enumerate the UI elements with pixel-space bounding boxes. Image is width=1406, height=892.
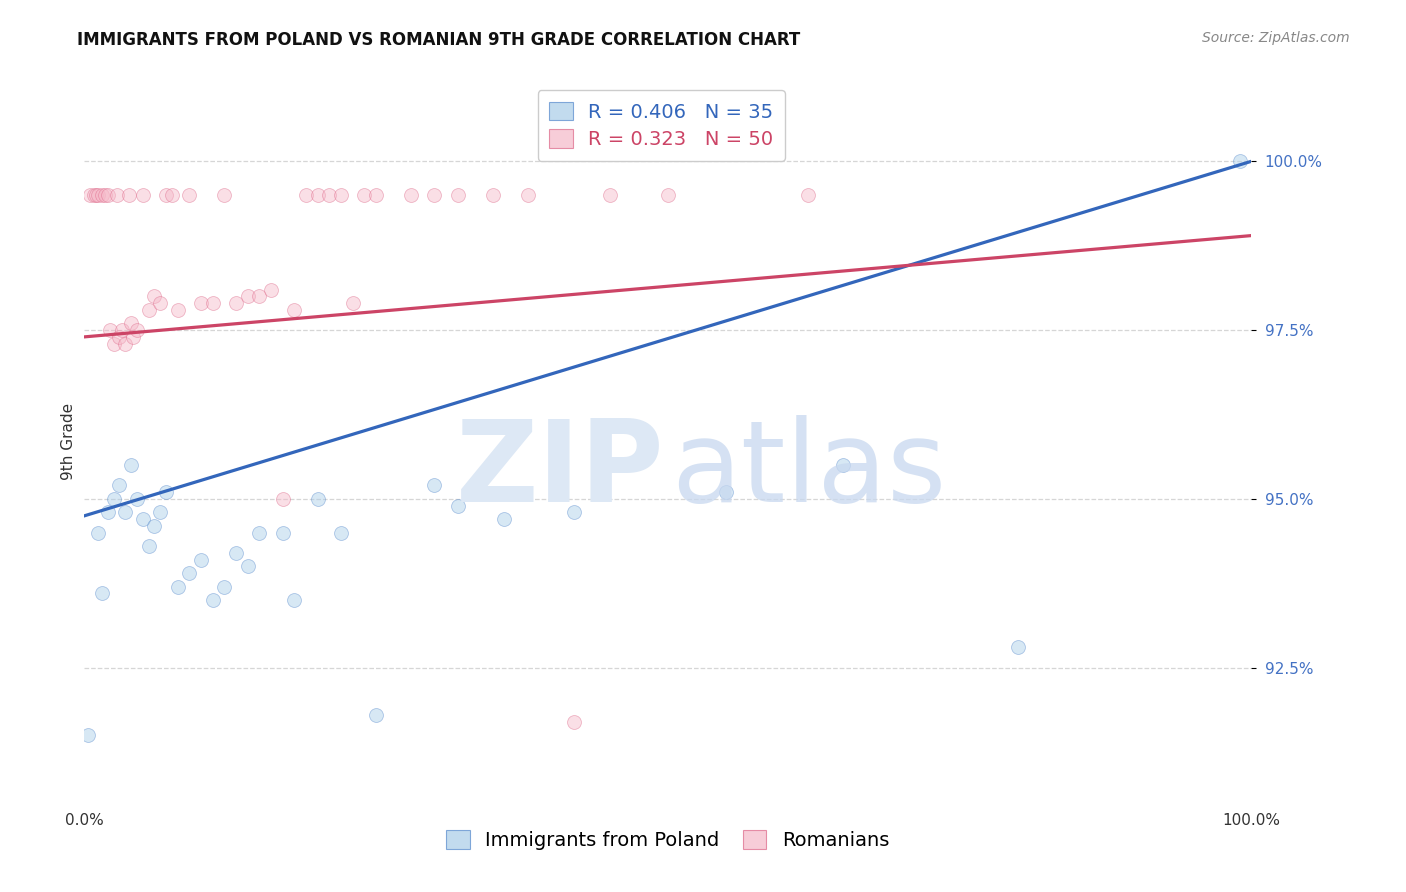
Point	[260, 283, 283, 297]
Point	[97, 188, 120, 202]
Point	[143, 519, 166, 533]
Point	[105, 188, 128, 202]
Point	[120, 458, 142, 472]
Point	[149, 505, 172, 519]
Point	[225, 296, 247, 310]
Point	[90, 586, 112, 600]
Point	[330, 188, 353, 202]
Point	[249, 525, 271, 540]
Point	[342, 296, 364, 310]
Point	[201, 296, 224, 310]
Point	[516, 188, 538, 202]
Text: atlas: atlas	[671, 415, 946, 526]
Point	[366, 188, 388, 202]
Point	[423, 478, 446, 492]
Point	[125, 323, 148, 337]
Point	[494, 512, 516, 526]
Y-axis label: 9th Grade: 9th Grade	[60, 403, 76, 480]
Point	[832, 458, 855, 472]
Point	[114, 505, 136, 519]
Point	[120, 317, 142, 331]
Point	[307, 491, 329, 506]
Point	[482, 188, 505, 202]
Point	[97, 505, 120, 519]
Point	[271, 491, 294, 506]
Point	[1007, 640, 1029, 655]
Point	[190, 296, 212, 310]
Text: IMMIGRANTS FROM POLAND VS ROMANIAN 9TH GRADE CORRELATION CHART: IMMIGRANTS FROM POLAND VS ROMANIAN 9TH G…	[77, 31, 800, 49]
Point	[103, 491, 125, 506]
Point	[122, 330, 145, 344]
Point	[564, 505, 586, 519]
Point	[90, 188, 112, 202]
Point	[143, 289, 166, 303]
Point	[447, 188, 470, 202]
Point	[83, 188, 105, 202]
Point	[214, 188, 236, 202]
Point	[138, 539, 160, 553]
Point	[236, 289, 259, 303]
Point	[94, 188, 117, 202]
Point	[138, 302, 160, 317]
Point	[76, 728, 98, 742]
Point	[353, 188, 375, 202]
Legend: Immigrants from Poland, Romanians: Immigrants from Poland, Romanians	[439, 822, 897, 858]
Point	[225, 546, 247, 560]
Point	[114, 336, 136, 351]
Point	[118, 188, 141, 202]
Point	[447, 499, 470, 513]
Point	[155, 485, 177, 500]
Point	[249, 289, 271, 303]
Point	[190, 552, 212, 566]
Point	[236, 559, 259, 574]
Point	[283, 593, 305, 607]
Point	[166, 580, 188, 594]
Text: ZIP: ZIP	[456, 415, 665, 526]
Point	[98, 323, 121, 337]
Point	[330, 525, 353, 540]
Point	[399, 188, 422, 202]
Point	[657, 188, 679, 202]
Point	[271, 525, 294, 540]
Point	[564, 714, 586, 729]
Point	[318, 188, 340, 202]
Point	[149, 296, 172, 310]
Point	[283, 302, 305, 317]
Point	[79, 188, 101, 202]
Point	[599, 188, 621, 202]
Point	[179, 566, 201, 581]
Point	[111, 323, 134, 337]
Point	[87, 188, 110, 202]
Point	[366, 708, 388, 723]
Point	[423, 188, 446, 202]
Point	[155, 188, 177, 202]
Point	[1229, 154, 1251, 169]
Point	[84, 188, 107, 202]
Point	[108, 478, 131, 492]
Point	[166, 302, 188, 317]
Text: Source: ZipAtlas.com: Source: ZipAtlas.com	[1202, 31, 1350, 45]
Point	[201, 593, 224, 607]
Point	[307, 188, 329, 202]
Point	[125, 491, 148, 506]
Point	[132, 512, 155, 526]
Point	[103, 336, 125, 351]
Point	[179, 188, 201, 202]
Point	[797, 188, 820, 202]
Point	[108, 330, 131, 344]
Point	[716, 485, 738, 500]
Point	[295, 188, 318, 202]
Point	[214, 580, 236, 594]
Point	[132, 188, 155, 202]
Point	[160, 188, 183, 202]
Point	[87, 525, 110, 540]
